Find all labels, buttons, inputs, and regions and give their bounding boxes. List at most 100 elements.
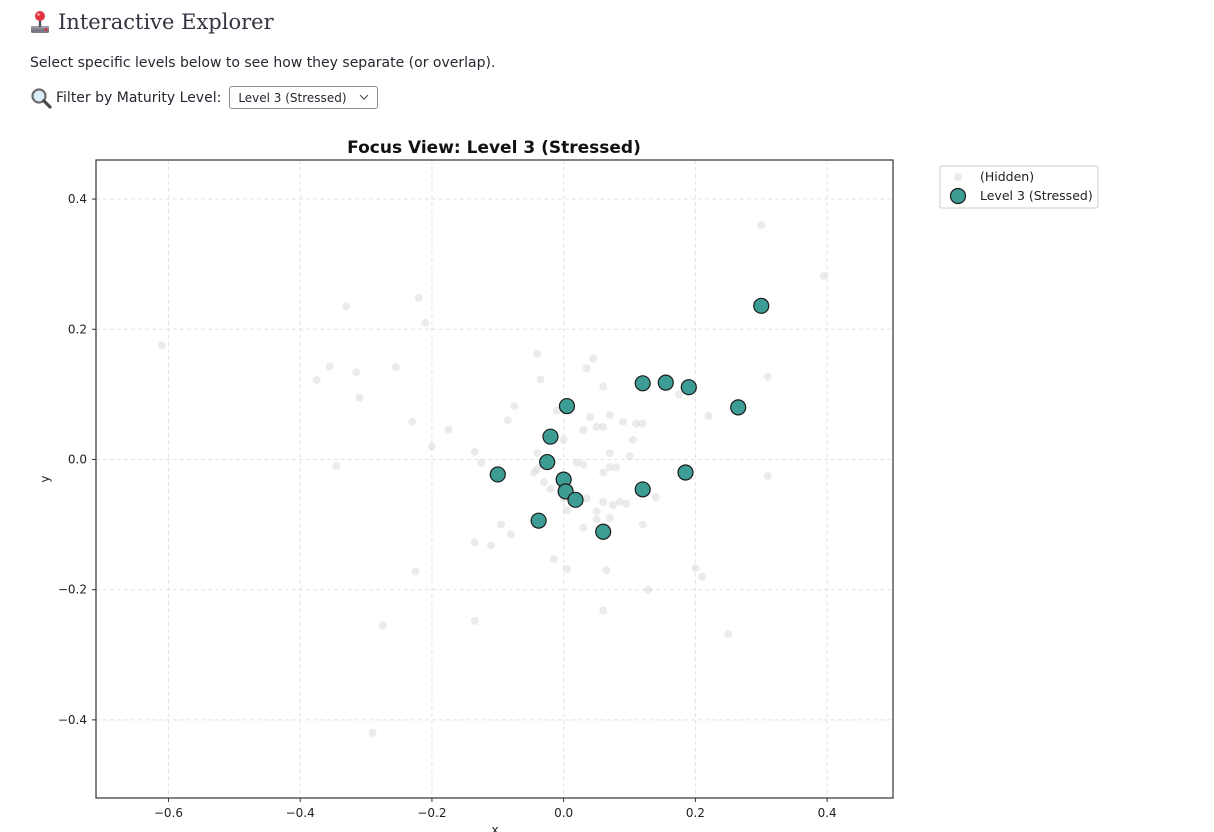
y-tick-label: 0.2 (68, 322, 87, 336)
level-3-point (634, 481, 651, 498)
hidden-point (599, 606, 608, 615)
hidden-point (757, 221, 766, 230)
hidden-point (562, 564, 571, 573)
hidden-point (421, 318, 430, 327)
hidden-point (579, 426, 588, 435)
hidden-point (763, 372, 772, 381)
hidden-point (605, 514, 614, 523)
hidden-point (427, 442, 436, 451)
hidden-point (470, 447, 479, 456)
hidden-point (503, 416, 512, 425)
hidden-point (674, 390, 683, 399)
hidden-point (510, 402, 519, 411)
x-axis-ticks: −0.6 −0.4 −0.2 0.0 0.2 0.4 (154, 798, 837, 820)
hidden-point (533, 448, 542, 457)
hidden-point (378, 621, 387, 630)
hidden-point (586, 413, 595, 422)
hidden-point (411, 567, 420, 576)
x-tick-label: 0.4 (818, 806, 837, 820)
level-3-point (677, 464, 694, 481)
hidden-point (643, 585, 652, 594)
y-tick-label: −0.4 (58, 713, 87, 727)
hidden-point (325, 362, 334, 371)
hidden-point (625, 452, 634, 461)
legend-marker-hidden (954, 173, 962, 181)
x-tick-label: −0.4 (286, 806, 315, 820)
hidden-point (602, 566, 611, 575)
hidden-series (157, 221, 828, 737)
hidden-point (470, 538, 479, 547)
hidden-point (704, 411, 713, 420)
hidden-point (599, 422, 608, 431)
hidden-point (549, 555, 558, 564)
filter-row: Filter by Maturity Level: Level 3 (Stres… (30, 86, 379, 109)
chart-title: Focus View: Level 3 (Stressed) (347, 138, 641, 158)
hidden-point (582, 494, 591, 503)
plot-frame (95, 159, 894, 799)
hidden-point (533, 350, 542, 359)
legend-label-focus: Level 3 (Stressed) (980, 188, 1093, 203)
hidden-point (819, 271, 828, 280)
x-tick-label: 0.0 (554, 806, 573, 820)
hidden-point (506, 530, 515, 539)
hidden-point (763, 471, 772, 480)
hidden-point (589, 354, 598, 363)
hidden-point (628, 435, 637, 444)
hidden-point (618, 417, 627, 426)
y-axis-label: y (38, 475, 52, 482)
hidden-point (697, 572, 706, 581)
legend-marker-focus (949, 187, 967, 205)
level-3-point (634, 375, 651, 392)
maturity-level-select[interactable]: Level 3 (Stressed) (229, 86, 379, 109)
hidden-point (605, 411, 614, 420)
y-tick-label: 0.0 (68, 452, 87, 466)
level-3-point (539, 453, 556, 471)
legend-label-hidden: (Hidden) (980, 169, 1034, 184)
hidden-point (487, 541, 496, 550)
level-3-point (730, 399, 747, 416)
hidden-point (530, 468, 539, 477)
hidden-point (355, 393, 364, 402)
chart-grid (96, 160, 893, 798)
hidden-point (579, 523, 588, 532)
hidden-point (651, 493, 660, 502)
level-3-point (567, 491, 584, 508)
hidden-point (408, 417, 417, 426)
hidden-point (533, 465, 542, 474)
hidden-point (539, 478, 548, 487)
hidden-point (592, 422, 601, 431)
x-tick-label: −0.6 (154, 806, 183, 820)
hidden-point (572, 458, 581, 467)
hidden-point (368, 728, 377, 737)
hidden-point (553, 406, 562, 415)
hidden-point (632, 419, 641, 428)
maturity-level-select-value: Level 3 (Stressed) (238, 90, 347, 105)
hidden-point (622, 499, 631, 508)
hidden-point (477, 458, 486, 467)
filter-label: Filter by Maturity Level: (56, 89, 222, 106)
hidden-point (157, 341, 166, 350)
y-tick-label: 0.4 (68, 192, 87, 206)
hidden-point (546, 484, 555, 493)
hidden-point (342, 302, 351, 311)
hidden-point (592, 507, 601, 516)
hidden-point (724, 629, 733, 638)
level-3-point (530, 512, 547, 529)
hidden-point (605, 463, 614, 472)
level-3-point (680, 379, 697, 396)
x-tick-label: −0.2 (417, 806, 446, 820)
hidden-point (332, 461, 341, 470)
legend-box (939, 165, 1099, 209)
y-axis-ticks: 0.4 0.2 0.0 −0.2 −0.4 (58, 192, 96, 727)
x-tick-label: 0.2 (686, 806, 705, 820)
joystick-icon (31, 11, 49, 33)
page-title: Interactive Explorer (30, 10, 274, 34)
hidden-point (536, 375, 545, 384)
hidden-point (414, 294, 423, 303)
hidden-point (470, 616, 479, 625)
hidden-point (638, 419, 647, 428)
hidden-point (638, 520, 647, 529)
hidden-point (592, 515, 601, 524)
page-description: Select specific levels below to see how … (30, 55, 496, 71)
